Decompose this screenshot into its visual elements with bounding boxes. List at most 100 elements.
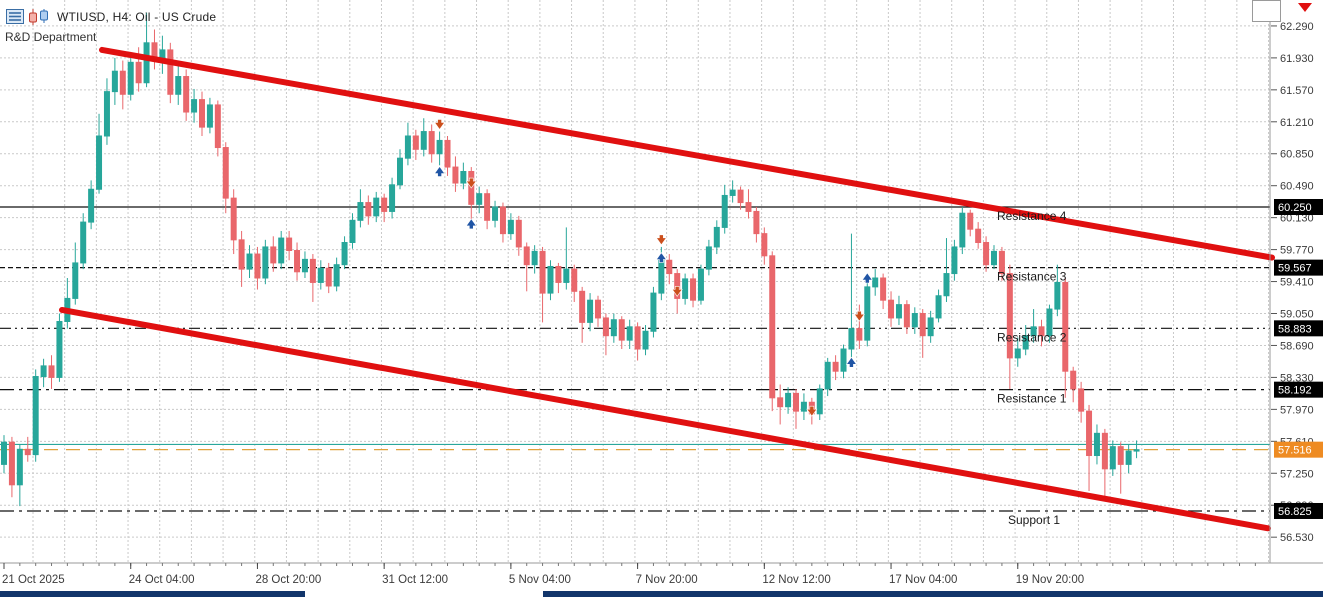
candle-body (214, 104, 221, 149)
candle-body (951, 246, 958, 275)
current-price-badge (1274, 441, 1323, 458)
candle-body (903, 304, 910, 328)
candle-body (183, 76, 190, 113)
time-axis-label: 5 Nov 04:00 (509, 574, 571, 586)
candle-body (816, 388, 823, 415)
candle-body (721, 194, 728, 228)
candle-body (48, 365, 55, 378)
candle-body (587, 299, 594, 323)
quotes-list-icon[interactable] (6, 9, 24, 29)
candle-body (507, 219, 514, 235)
candle-body (1038, 326, 1045, 337)
candle-body (856, 328, 863, 341)
candle-body (642, 330, 649, 350)
level-label: Resistance 3 (997, 270, 1067, 284)
candle-body (547, 265, 554, 294)
candle-body (737, 189, 744, 204)
candle-body (777, 397, 784, 408)
candle-body (1014, 348, 1021, 359)
candle-body (1086, 410, 1093, 457)
candle-body (753, 210, 760, 235)
level-price-badge-label: 60.250 (1278, 202, 1312, 214)
candle-body (1030, 326, 1037, 337)
time-axis-label: 24 Oct 04:00 (129, 574, 195, 586)
level-label: Resistance 1 (997, 392, 1067, 406)
candle-body (1054, 281, 1061, 310)
candle-body (476, 193, 483, 205)
price-tick-label: 60.130 (1280, 213, 1314, 225)
price-tick-label: 62.290 (1280, 21, 1314, 33)
candle-body (769, 255, 776, 399)
sell-arrow-icon (465, 177, 477, 189)
time-axis-label: 28 Oct 20:00 (255, 574, 321, 586)
candle-body (499, 206, 506, 235)
candle-body (895, 304, 902, 319)
candle-body (872, 277, 879, 288)
candle-body (452, 166, 459, 184)
candle-body (1093, 432, 1100, 457)
price-tick-label: 59.770 (1280, 245, 1314, 257)
candle-body (111, 70, 118, 93)
candle-body (444, 139, 451, 168)
candle-body (365, 202, 372, 217)
h-scrollbar-thumb[interactable] (305, 591, 543, 597)
candle-body (301, 258, 308, 273)
time-axis-label: 7 Nov 20:00 (636, 574, 698, 586)
candle-body (357, 202, 364, 221)
candle-body (72, 262, 79, 299)
sell-arrow-icon (655, 234, 667, 246)
candle-body (32, 376, 39, 456)
candle-body (206, 104, 213, 128)
candle-body (515, 219, 522, 248)
candle-body (1125, 450, 1132, 465)
level-price-badge-label: 58.192 (1278, 385, 1312, 397)
upper-channel-line (99, 46, 1275, 261)
candle-body (1070, 370, 1077, 390)
candle-body (254, 253, 261, 279)
candle-body (191, 99, 198, 113)
candlestick-chart-icon[interactable] (28, 9, 52, 30)
candle-body (199, 99, 205, 128)
candle-body (167, 49, 174, 95)
h-scrollbar-track[interactable] (0, 591, 1323, 597)
candle-body (927, 317, 934, 337)
time-axis-label: 31 Oct 12:00 (382, 574, 448, 586)
sell-arrow-icon (671, 286, 683, 297)
candle-body (682, 278, 689, 299)
candle-body (1078, 388, 1085, 412)
candle-body (1109, 446, 1116, 470)
sell-arrow-icon (806, 405, 818, 417)
level-price-badge (1274, 502, 1323, 519)
candle-body (690, 278, 697, 301)
candle-body (349, 219, 356, 244)
time-axis-label: 21 Oct 2025 (2, 574, 65, 586)
candle-body (373, 197, 380, 217)
candle-body (840, 348, 847, 372)
candle-body (602, 317, 609, 337)
candle-body (325, 267, 332, 287)
candle-body (666, 259, 673, 275)
candle-body (523, 246, 530, 266)
candle-body (381, 197, 388, 212)
candle-body (103, 91, 110, 137)
candle-body (436, 139, 443, 155)
candle-body (119, 70, 126, 95)
candle-body (697, 268, 704, 301)
candle-body (848, 328, 855, 350)
level-price-badge (1274, 199, 1323, 215)
chart-subtitle: R&D Department (5, 30, 97, 44)
candle-body (991, 250, 997, 266)
time-axis-label: 12 Nov 12:00 (762, 574, 830, 586)
candle-body (618, 319, 625, 341)
candle-body (975, 228, 982, 244)
level-label: Resistance 2 (997, 330, 1067, 344)
candle-body (460, 170, 467, 184)
level-price-badge-label: 58.883 (1278, 323, 1312, 335)
candle-body (832, 361, 839, 372)
candle-body (674, 273, 681, 299)
candle-body (1022, 335, 1029, 350)
candle-body (563, 268, 570, 283)
candle-body (143, 42, 150, 84)
